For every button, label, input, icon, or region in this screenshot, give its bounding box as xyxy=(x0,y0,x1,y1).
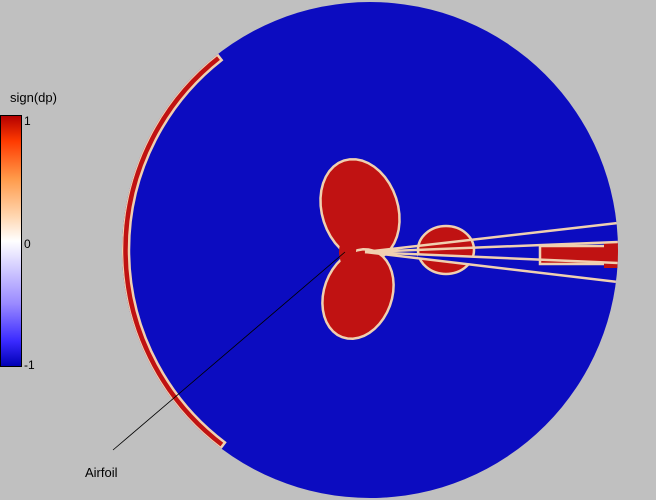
figure-stage: sign(dp) 1 0 -1 Airfoil xyxy=(0,0,656,500)
field-plot xyxy=(0,0,656,500)
airfoil-annotation-label: Airfoil xyxy=(85,465,118,480)
